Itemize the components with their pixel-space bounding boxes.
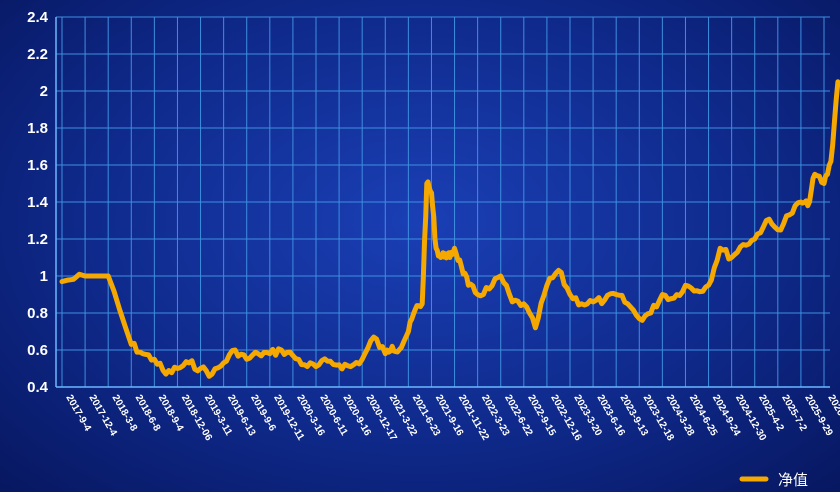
y-tick-label: 1.8 — [27, 120, 48, 137]
y-axis-tick-labels: 0.4 0.6 0.8 1 1.2 1.4 1.6 1.8 2 2.2 2.4 — [27, 9, 49, 396]
x-axis-tick-labels: 2017-9-42017-12-42018-3-82018-6-82018-9-… — [63, 393, 840, 443]
y-tick-label: 1.6 — [27, 157, 48, 174]
y-tick-label: 0.4 — [27, 379, 49, 396]
legend: 净值 — [739, 472, 808, 489]
y-tick-label: 2.2 — [27, 46, 48, 63]
gridlines — [55, 16, 830, 388]
y-tick-label: 1 — [40, 268, 48, 285]
legend-label: 净值 — [778, 472, 808, 489]
y-tick-label: 1.4 — [27, 194, 49, 211]
y-tick-label: 0.8 — [27, 305, 48, 322]
series-line — [59, 79, 840, 379]
y-tick-label: 2.4 — [27, 9, 49, 26]
y-tick-label: 0.6 — [27, 342, 48, 359]
y-tick-label: 2 — [40, 83, 48, 100]
y-tick-label: 1.2 — [27, 231, 48, 248]
